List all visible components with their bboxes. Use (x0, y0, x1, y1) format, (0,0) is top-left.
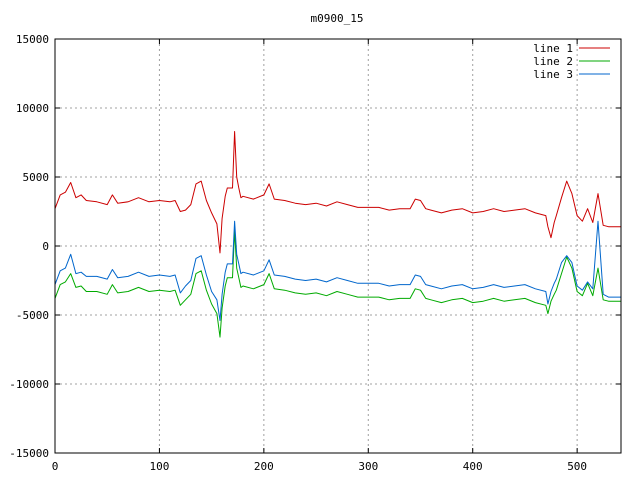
chart-title: m0900_15 (311, 12, 364, 25)
x-tick-label: 0 (52, 460, 59, 473)
x-tick-label: 300 (358, 460, 378, 473)
axis-ticks: 0 100 200 300 400 500 -15000 -10000 -5000 0 5000 10… (9, 33, 621, 473)
x-tick-label: 100 (149, 460, 169, 473)
x-tick-label: 400 (463, 460, 483, 473)
y-tick-label: -5000 (16, 309, 49, 322)
y-tick-label: 15000 (16, 33, 49, 46)
series-line-1 (54, 131, 621, 254)
series-lines (54, 131, 621, 338)
legend-label: line 2 (533, 55, 573, 68)
y-tick-label: -15000 (9, 447, 49, 460)
y-tick-label: 5000 (23, 171, 50, 184)
series-line-2 (54, 230, 621, 338)
y-tick-label: 0 (42, 240, 49, 253)
series-line-3 (54, 220, 621, 321)
legend-label: line 3 (533, 68, 573, 81)
grid (55, 39, 621, 453)
y-tick-label: -10000 (9, 378, 49, 391)
legend-label: line 1 (533, 42, 573, 55)
x-tick-label: 500 (567, 460, 587, 473)
y-tick-label: 10000 (16, 102, 49, 115)
x-tick-label: 200 (254, 460, 274, 473)
